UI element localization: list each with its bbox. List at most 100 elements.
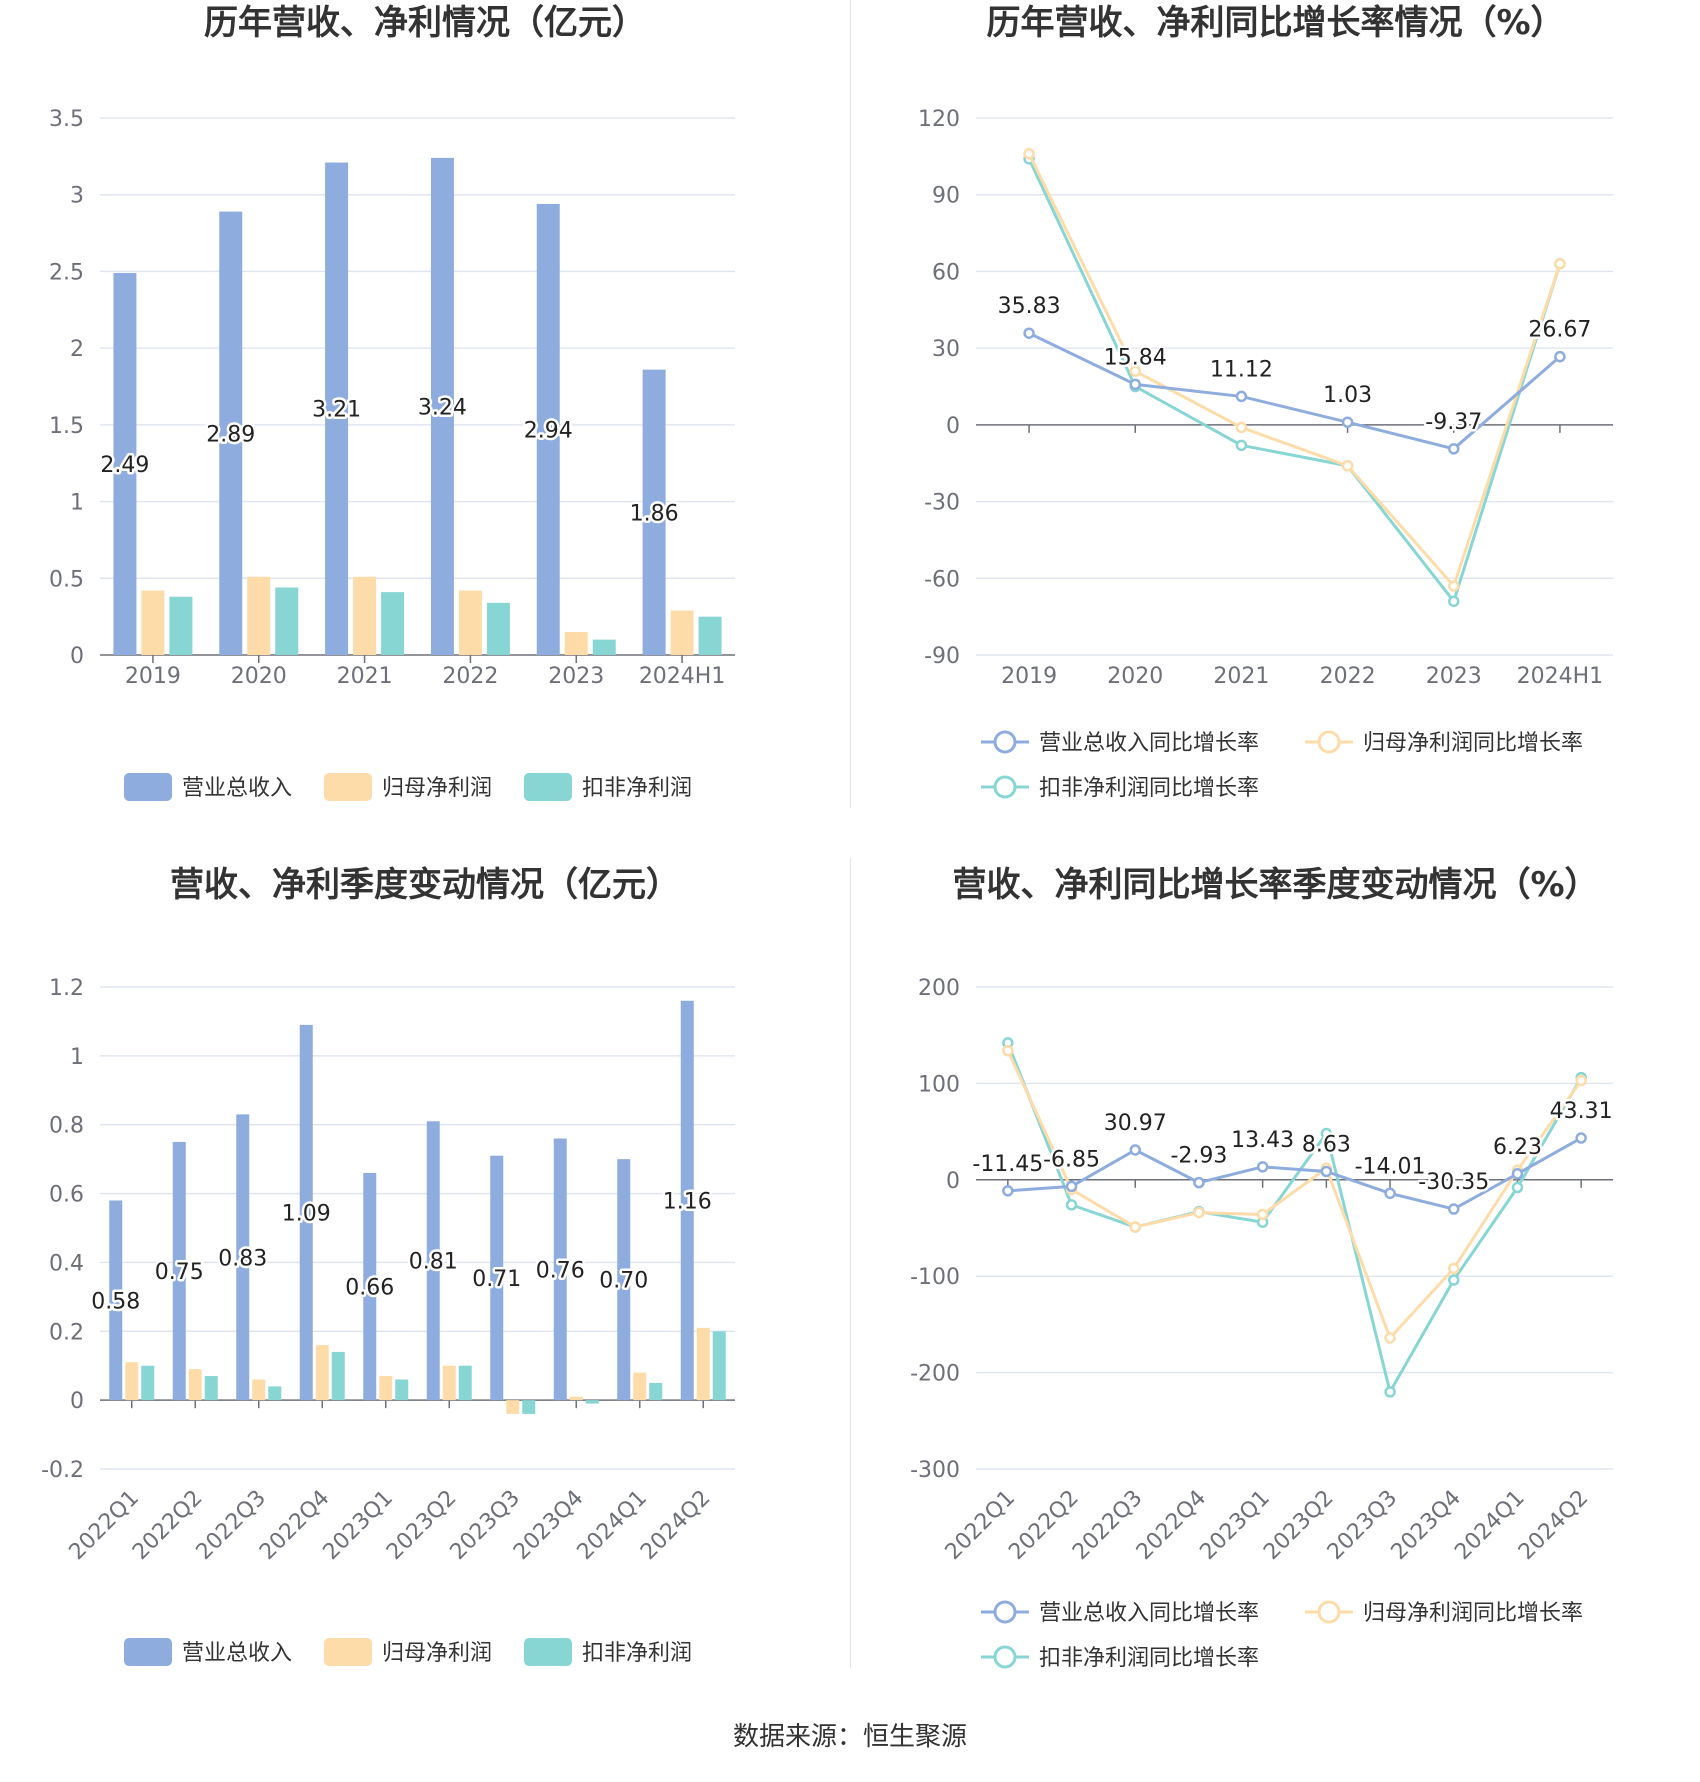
revenue-data-label: 3.24 [418, 395, 467, 420]
point-revenue-growth [1256, 1161, 1269, 1173]
revenue-growth-data-label: 8.63 [1302, 1132, 1351, 1157]
bar-revenue [325, 162, 349, 655]
revenue-data-label: 0.83 [218, 1246, 267, 1271]
x-tick-label: 2019 [125, 664, 181, 689]
legend-swatch [524, 773, 572, 801]
legend-label: 归母净利润同比增长率 [1363, 731, 1583, 756]
revenue-data-label: 2.89 [206, 422, 255, 447]
bar-revenue [363, 1172, 377, 1401]
legend-marker [993, 1600, 1017, 1624]
y-tick-label: 90 [932, 184, 960, 209]
x-tick-label: 2023Q3 [1323, 1486, 1402, 1565]
legend-label: 扣非净利润同比增长率 [1039, 1646, 1259, 1671]
revenue-growth-data-label: 6.23 [1493, 1135, 1542, 1160]
x-tick-label: 2024Q2 [636, 1486, 715, 1565]
bar-revenue [680, 1000, 694, 1401]
x-tick-label: 2023Q1 [319, 1486, 398, 1565]
y-tick-label: 120 [918, 107, 960, 132]
vertical-divider-bottom [850, 858, 851, 1668]
legend-label: 扣非净利润 [582, 1641, 692, 1666]
bar-net-profit [252, 1379, 266, 1401]
legend-marker [1317, 730, 1341, 754]
legend-label: 营业总收入同比增长率 [1039, 731, 1259, 756]
x-tick-label: 2022 [1320, 664, 1376, 689]
bar-revenue [490, 1155, 504, 1401]
revenue-growth-data-label: 30.97 [1104, 1111, 1167, 1136]
revenue-data-label: 3.21 [312, 398, 361, 423]
point-net-profit-growth [1448, 580, 1460, 592]
legend-marker [993, 775, 1017, 799]
line-deducted-profit-growth [1027, 158, 1562, 605]
legend-label: 归母净利润同比增长率 [1363, 1601, 1583, 1626]
bar-deducted-profit [381, 592, 405, 655]
bar-revenue [219, 211, 243, 655]
y-tick-label: -30 [924, 491, 960, 516]
x-tick-label: 2021 [1213, 664, 1269, 689]
point-net-profit-growth [1448, 1262, 1460, 1275]
point-revenue-growth [1448, 443, 1460, 455]
bar-deducted-profit [522, 1400, 536, 1414]
x-tick-label: 2023Q2 [1259, 1486, 1338, 1565]
x-tick-label: 2022 [442, 664, 498, 689]
revenue-growth-data-label: 43.31 [1550, 1099, 1613, 1124]
annual-growth-rate-chart: 历年营收、净利同比增长率情况（%） 120 90 60 30 0 -30 -60 -90 2019… [851, 0, 1700, 860]
y-tick-label: 0 [946, 1169, 960, 1194]
point-revenue-growth [1193, 1176, 1205, 1189]
legend-label: 扣非净利润同比增长率 [1039, 776, 1259, 801]
revenue-growth-data-label: 15.84 [1104, 345, 1167, 370]
x-tick-label: 2023Q3 [446, 1486, 525, 1565]
bar-revenue [553, 1138, 567, 1401]
point-net-profit-growth [1235, 421, 1248, 434]
point-revenue-growth [1235, 390, 1248, 403]
bar-revenue [430, 157, 454, 656]
revenue-data-label: 2.49 [100, 453, 149, 478]
x-tick-label: 2023Q1 [1195, 1486, 1274, 1565]
quarterly-revenue-profit-chart: 营收、净利季度变动情况（亿元） 1.2 1 0.8 0.6 0.4 0.2 0 -0.2 2022… [0, 860, 850, 1700]
revenue-data-label: 0.66 [345, 1276, 394, 1301]
bar-deducted-profit [585, 1400, 599, 1404]
x-tick-label: 2024Q1 [1450, 1486, 1529, 1565]
y-tick-label: -200 [910, 1362, 960, 1387]
revenue-data-label: 0.58 [91, 1289, 140, 1314]
bar-deducted-profit [649, 1382, 663, 1401]
bar-deducted-profit [169, 596, 193, 655]
point-revenue-growth [1002, 1185, 1014, 1197]
bar-net-profit [569, 1396, 583, 1401]
bar-revenue [236, 1114, 250, 1401]
revenue-growth-data-label: 1.03 [1323, 383, 1372, 408]
y-tick-label: 2.5 [49, 260, 84, 285]
annual-revenue-profit-chart: 历年营收、净利情况（亿元） 3.5 3 2.5 2 1.5 1 0.5 0 2019 2020 202… [0, 0, 850, 860]
point-net-profit-growth [1023, 148, 1035, 160]
y-tick-label: 1 [70, 491, 84, 516]
revenue-data-label: 1.16 [663, 1189, 712, 1214]
point-deducted-profit-growth [1511, 1181, 1524, 1194]
bar-net-profit [442, 1365, 456, 1401]
bar-deducted-profit [395, 1379, 409, 1401]
line-deducted-profit-growth [1006, 1042, 1583, 1396]
chart-title: 历年营收、净利同比增长率情况（%） [986, 3, 1564, 43]
revenue-data-label: 2.94 [524, 418, 573, 443]
revenue-growth-data-label: -9.37 [1425, 410, 1482, 435]
point-deducted-profit-growth [1065, 1199, 1078, 1211]
bar-deducted-profit [712, 1331, 726, 1401]
revenue-growth-data-label: 13.43 [1231, 1128, 1294, 1153]
revenue-growth-data-label: -30.35 [1418, 1170, 1489, 1195]
bar-revenue [299, 1024, 313, 1401]
legend-label: 营业总收入同比增长率 [1039, 1601, 1259, 1626]
y-tick-label: 2 [70, 337, 84, 362]
revenue-growth-data-label: 35.83 [998, 294, 1061, 319]
y-tick-label: 60 [932, 260, 960, 285]
x-tick-label: 2024Q1 [573, 1486, 652, 1565]
revenue-data-label: 1.09 [282, 1202, 331, 1227]
y-tick-label: -0.2 [41, 1458, 84, 1483]
x-tick-label: 2022Q1 [941, 1486, 1020, 1565]
chart-title: 历年营收、净利情况（亿元） [204, 3, 646, 43]
y-tick-label: 0.5 [49, 567, 84, 592]
x-tick-label: 2022Q3 [1068, 1486, 1147, 1565]
y-tick-label: 1.2 [49, 976, 84, 1001]
x-tick-label: 2020 [231, 664, 287, 689]
bar-net-profit [188, 1369, 202, 1401]
legend-label: 归母净利润 [382, 1641, 492, 1666]
y-tick-label: 1.5 [49, 414, 84, 439]
bar-revenue [617, 1159, 631, 1401]
